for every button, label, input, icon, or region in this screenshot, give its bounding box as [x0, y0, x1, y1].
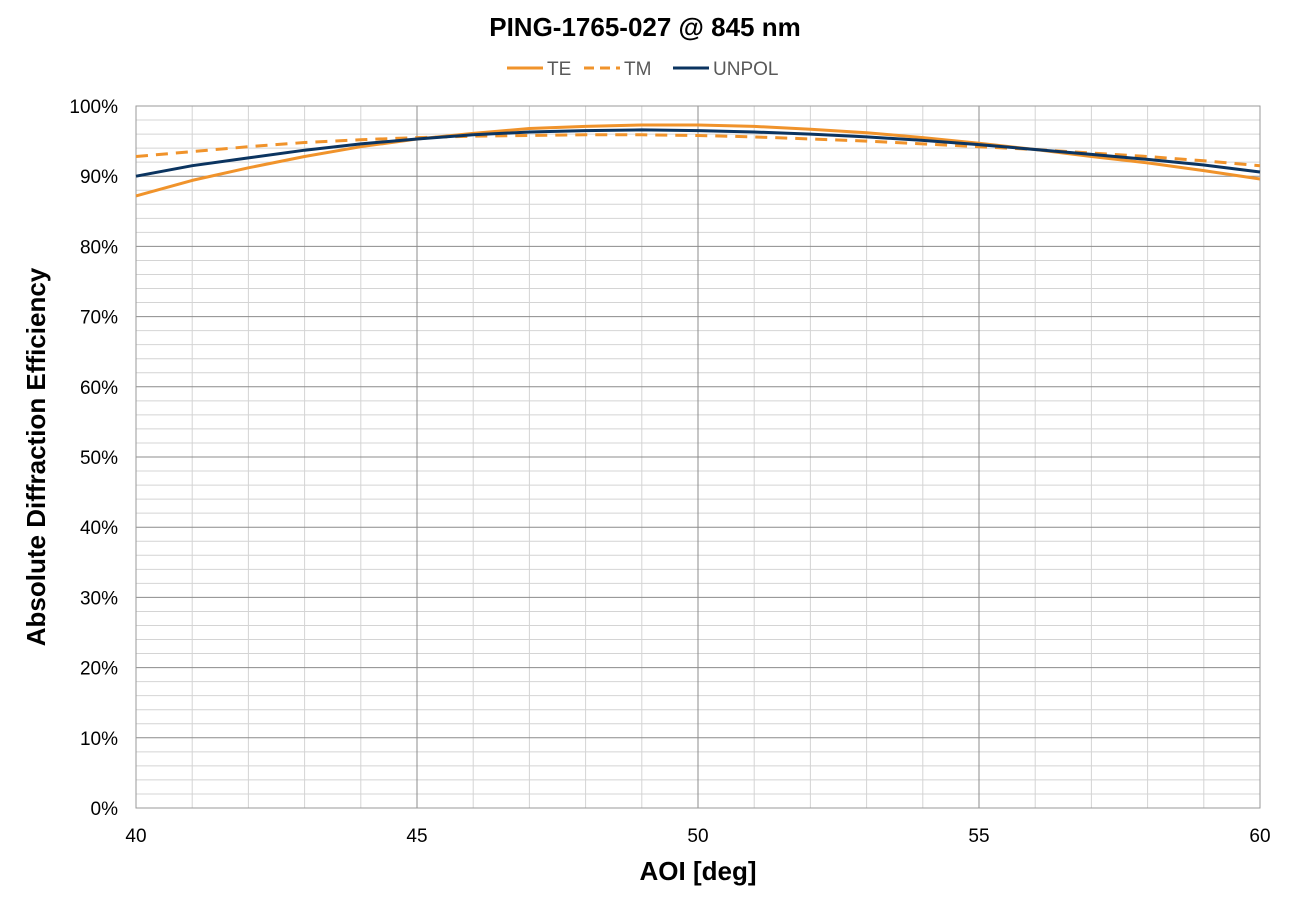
y-tick-label: 30% [80, 588, 118, 609]
y-axis-title: Absolute Diffraction Efficiency [21, 267, 51, 646]
x-tick-label: 40 [125, 826, 146, 847]
x-axis-tick-labels: 40 45 50 55 60 [125, 826, 1270, 847]
x-axis-title: AOI [deg] [640, 856, 757, 886]
legend-label-unpol: UNPOL [713, 59, 778, 80]
y-tick-label: 70% [80, 308, 118, 329]
series-line-tm [135, 133, 1261, 168]
y-tick-label: 40% [80, 518, 118, 539]
y-axis-tick-labels: 0% 10% 20% 30% 40% 50% 60% 70% 80% 90% 100% [69, 97, 118, 820]
y-tick-label: 10% [80, 729, 118, 750]
legend: TE TM UNPOL [507, 59, 778, 80]
x-tick-label: 50 [687, 826, 708, 847]
series-line-unpol [135, 128, 1261, 178]
y-tick-label: 20% [80, 659, 118, 680]
y-tick-label: 100% [69, 97, 118, 118]
x-tick-label: 55 [968, 826, 989, 847]
legend-label-te: TE [547, 59, 571, 80]
legend-label-tm: TM [624, 59, 651, 80]
y-tick-label: 50% [80, 448, 118, 469]
y-tick-label: 0% [91, 799, 119, 820]
x-tick-label: 45 [406, 826, 427, 847]
y-tick-label: 90% [80, 167, 118, 188]
y-tick-label: 80% [80, 237, 118, 258]
y-tick-label: 60% [80, 378, 118, 399]
chart-title: PING-1765-027 @ 845 nm [489, 12, 801, 42]
plot-area-frame [135, 105, 1261, 809]
series-lines [135, 123, 1261, 198]
x-tick-label: 60 [1249, 826, 1270, 847]
